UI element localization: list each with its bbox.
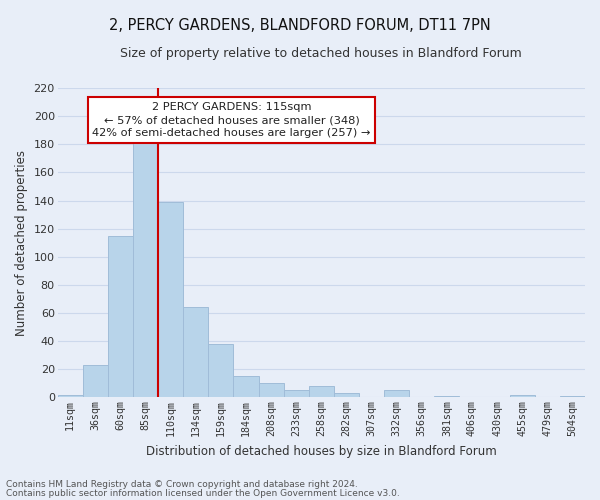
Bar: [259, 384, 284, 398]
Title: Size of property relative to detached houses in Blandford Forum: Size of property relative to detached ho…: [121, 48, 522, 60]
Bar: [384, 390, 409, 398]
Y-axis label: Number of detached properties: Number of detached properties: [15, 150, 28, 336]
Bar: [133, 140, 158, 398]
Bar: [208, 344, 233, 398]
Bar: [58, 394, 83, 398]
Text: 2 PERCY GARDENS: 115sqm
← 57% of detached houses are smaller (348)
42% of semi-d: 2 PERCY GARDENS: 115sqm ← 57% of detache…: [92, 102, 371, 139]
Bar: [284, 390, 309, 398]
Bar: [309, 386, 334, 398]
Bar: [158, 202, 183, 398]
Text: 2, PERCY GARDENS, BLANDFORD FORUM, DT11 7PN: 2, PERCY GARDENS, BLANDFORD FORUM, DT11 …: [109, 18, 491, 32]
Bar: [233, 376, 259, 398]
Bar: [560, 396, 585, 398]
Bar: [108, 236, 133, 398]
Bar: [334, 393, 359, 398]
Bar: [83, 365, 108, 398]
Bar: [509, 394, 535, 398]
Bar: [183, 308, 208, 398]
Bar: [434, 396, 460, 398]
Text: Contains public sector information licensed under the Open Government Licence v3: Contains public sector information licen…: [6, 488, 400, 498]
X-axis label: Distribution of detached houses by size in Blandford Forum: Distribution of detached houses by size …: [146, 444, 497, 458]
Text: Contains HM Land Registry data © Crown copyright and database right 2024.: Contains HM Land Registry data © Crown c…: [6, 480, 358, 489]
